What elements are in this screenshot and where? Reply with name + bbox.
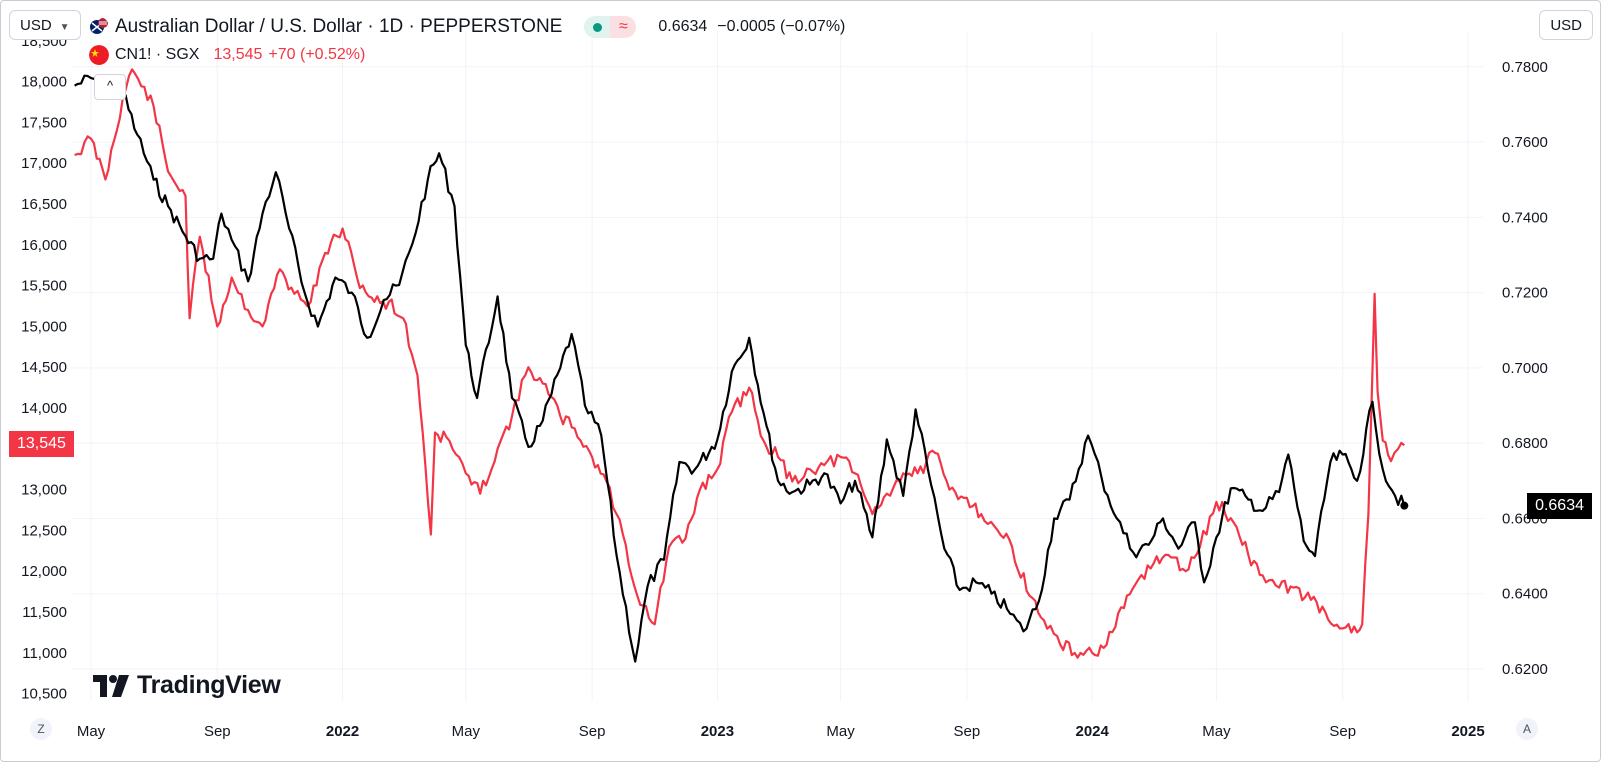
time-axis-tick-label: Sep: [1329, 723, 1356, 740]
legend-compare-row[interactable]: CN1! · SGX 13,545 +70 (+0.52%): [89, 41, 845, 69]
approx-icon: ≈: [610, 16, 637, 38]
time-axis-tick-label: Sep: [579, 723, 606, 740]
right-currency-select[interactable]: USD: [1539, 10, 1593, 40]
series-layer: [74, 68, 1409, 663]
time-axis-tick-label: 2022: [326, 723, 359, 740]
right-axis-tick-label: 0.7000: [1502, 360, 1548, 377]
status-pill[interactable]: ≈: [584, 16, 637, 38]
right-price-tag: 0.6634: [1527, 493, 1592, 519]
china-flag-icon: [89, 45, 109, 65]
time-axis-tick-label: Sep: [204, 723, 231, 740]
auto-scale-button[interactable]: A: [1516, 718, 1538, 740]
left-price-tag: 13,545: [9, 431, 74, 457]
left-axis-tick-label: 17,500: [21, 114, 67, 131]
right-axis-tick-label: 0.6800: [1502, 435, 1548, 452]
left-axis-tick-label: 14,500: [21, 359, 67, 376]
left-axis-tick-label: 11,000: [22, 645, 67, 662]
time-axis-tick-label: 2025: [1451, 723, 1484, 740]
right-price-axis: 0.62000.64000.66000.68000.70000.72000.74…: [1502, 59, 1548, 678]
legend: Australian Dollar / U.S. Dollar · 1D · P…: [89, 13, 845, 69]
compare-symbol: CN1! · SGX: [115, 46, 200, 63]
time-axis-tick-label: May: [826, 723, 855, 740]
tradingview-logo[interactable]: TradingView: [93, 671, 281, 700]
main-change: −0.0005 (−0.07%): [717, 18, 846, 35]
legend-main-row[interactable]: Australian Dollar / U.S. Dollar · 1D · P…: [89, 13, 845, 41]
chevron-up-icon: ^: [106, 78, 114, 93]
left-price-axis: 10,50011,00011,50012,00012,50013,00013,5…: [21, 33, 67, 703]
right-axis-tick-label: 0.6400: [1502, 586, 1548, 603]
right-axis-tick-label: 0.7400: [1502, 209, 1548, 226]
left-axis-tick-label: 15,000: [21, 318, 67, 335]
collapse-legend-button[interactable]: ^: [94, 74, 126, 100]
left-axis-tick-label: 14,000: [21, 400, 67, 417]
au-us-flag-icon: [90, 18, 108, 34]
left-currency-select[interactable]: USD ▼: [9, 10, 81, 40]
left-axis-tick-label: 16,500: [21, 196, 67, 213]
main-value: 0.6634: [658, 18, 708, 35]
left-axis-tick-label: 12,000: [21, 563, 67, 580]
time-axis: May Sep 2022 May Sep 2023 May Sep 2024 May Sep 2025: [77, 723, 1485, 740]
left-axis-tick-label: 17,000: [21, 155, 67, 172]
time-axis-tick-label: Sep: [954, 723, 981, 740]
left-axis-tick-label: 12,500: [21, 522, 67, 539]
time-axis-tick-label: May: [77, 723, 106, 740]
tradingview-logo-text: TradingView: [137, 671, 281, 699]
right-axis-tick-label: 0.7200: [1502, 285, 1548, 302]
left-axis-tick-label: 10,500: [21, 686, 67, 703]
right-axis-tick-label: 0.7600: [1502, 134, 1548, 151]
left-axis-tick-label: 13,000: [21, 482, 67, 499]
left-axis-tick-label: 16,000: [21, 237, 67, 254]
tradingview-logo-icon: [93, 674, 129, 697]
time-axis-tick-label: May: [1202, 723, 1231, 740]
time-axis-tick-label: May: [452, 723, 481, 740]
time-axis-tick-label: 2024: [1075, 723, 1109, 740]
left-axis-tick-label: 18,000: [21, 74, 67, 91]
right-currency-label: USD: [1550, 17, 1582, 34]
right-axis-tick-label: 0.6200: [1502, 661, 1548, 678]
compare-value: 13,545: [213, 46, 263, 63]
main-symbol-title: Australian Dollar / U.S. Dollar · 1D · P…: [115, 16, 563, 37]
cn1-series-line: [74, 68, 1405, 659]
audusd-series-line: [74, 74, 1406, 663]
audusd-last-point: [1400, 501, 1409, 510]
zoom-reset-button[interactable]: Z: [30, 718, 52, 740]
left-axis-tick-label: 11,500: [22, 604, 67, 621]
right-axis-tick-label: 0.7800: [1502, 59, 1548, 76]
market-open-icon: [584, 16, 611, 38]
left-currency-label: USD: [20, 17, 52, 34]
compare-change: +70 (+0.52%): [268, 46, 366, 63]
time-axis-tick-label: 2023: [701, 723, 734, 740]
left-axis-tick-label: 15,500: [21, 278, 67, 295]
gridlines: [71, 31, 1483, 701]
chevron-down-icon: ▼: [59, 22, 70, 33]
